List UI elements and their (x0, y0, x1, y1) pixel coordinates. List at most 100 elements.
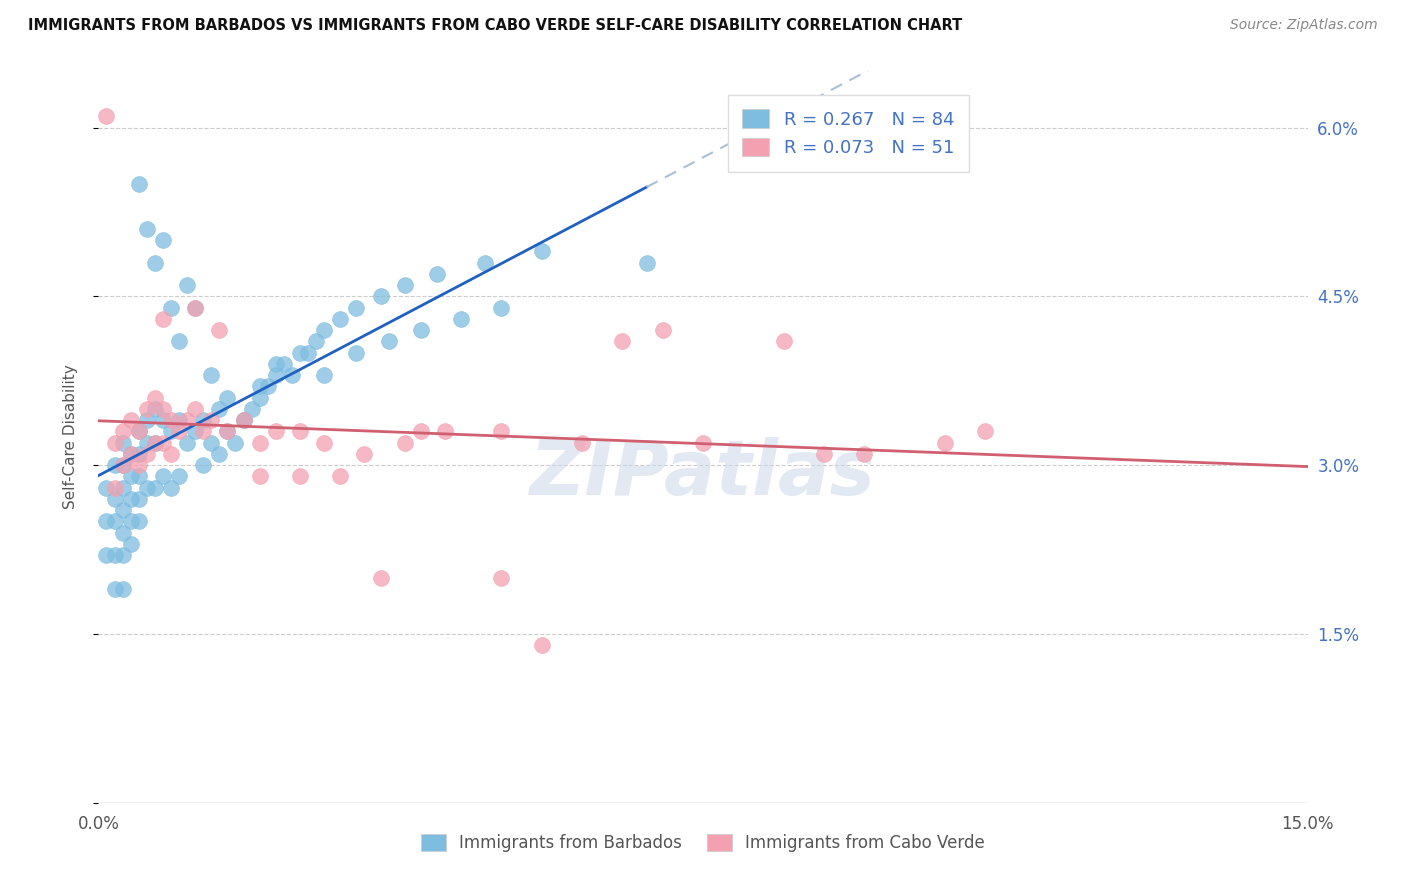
Point (353, 447, 375, 461)
Point (152, 469, 174, 483)
Point (232, 413, 254, 427)
Point (224, 435, 246, 450)
Point (143, 435, 166, 450)
Point (329, 469, 352, 483)
Point (370, 289, 392, 303)
Point (217, 425, 239, 439)
Point (217, 391, 239, 405)
Point (232, 413, 254, 427)
Point (692, 435, 714, 450)
Point (152, 401, 174, 416)
Point (103, 458, 125, 473)
Point (128, 447, 150, 461)
Point (344, 301, 367, 315)
Point (208, 447, 231, 461)
Point (264, 425, 287, 439)
Text: Source: ZipAtlas.com: Source: ZipAtlas.com (1230, 18, 1378, 32)
Point (249, 435, 271, 450)
Point (249, 379, 271, 393)
Point (434, 425, 457, 439)
Point (256, 379, 278, 393)
Point (176, 435, 198, 450)
Point (128, 177, 150, 191)
Y-axis label: Self-Care Disability: Self-Care Disability (63, 365, 77, 509)
Point (120, 469, 142, 483)
Point (167, 413, 190, 427)
Point (651, 323, 673, 337)
Point (96, 515, 118, 529)
Point (152, 413, 174, 427)
Point (184, 401, 207, 416)
Point (167, 425, 190, 439)
Point (474, 255, 496, 269)
Point (636, 255, 658, 269)
Point (409, 323, 432, 337)
Point (314, 368, 336, 383)
Point (111, 525, 134, 540)
Point (288, 345, 311, 359)
Point (103, 548, 125, 562)
Point (288, 425, 311, 439)
Point (103, 435, 125, 450)
Text: ZIPatlas: ZIPatlas (530, 437, 876, 510)
Point (193, 425, 215, 439)
Point (143, 435, 166, 450)
Point (176, 413, 198, 427)
Point (264, 357, 287, 371)
Point (208, 401, 231, 416)
Point (128, 425, 150, 439)
Point (128, 491, 150, 506)
Point (409, 425, 432, 439)
Point (281, 368, 304, 383)
Point (120, 491, 142, 506)
Point (232, 413, 254, 427)
Point (491, 425, 513, 439)
Point (934, 435, 956, 450)
Point (273, 357, 295, 371)
Point (120, 413, 142, 427)
Point (160, 447, 183, 461)
Point (103, 582, 125, 596)
Point (305, 334, 328, 349)
Point (344, 345, 367, 359)
Point (184, 301, 207, 315)
Point (394, 278, 416, 293)
Point (135, 401, 157, 416)
Point (853, 447, 876, 461)
Point (128, 425, 150, 439)
Point (813, 447, 835, 461)
Point (167, 334, 190, 349)
Point (193, 458, 215, 473)
Point (103, 515, 125, 529)
Point (111, 582, 134, 596)
Point (160, 425, 183, 439)
Point (128, 515, 150, 529)
Point (491, 571, 513, 585)
Point (135, 413, 157, 427)
Point (143, 255, 166, 269)
Point (571, 435, 593, 450)
Point (184, 301, 207, 315)
Point (450, 312, 472, 326)
Point (377, 334, 399, 349)
Point (160, 301, 183, 315)
Point (176, 278, 198, 293)
Point (128, 458, 150, 473)
Legend: Immigrants from Barbados, Immigrants from Cabo Verde: Immigrants from Barbados, Immigrants fro… (412, 825, 994, 860)
Point (143, 391, 166, 405)
Point (120, 537, 142, 551)
Point (135, 435, 157, 450)
Point (200, 368, 222, 383)
Point (530, 244, 553, 259)
Point (160, 481, 183, 495)
Point (111, 481, 134, 495)
Point (314, 435, 336, 450)
Point (111, 458, 134, 473)
Point (217, 425, 239, 439)
Point (184, 425, 207, 439)
Point (329, 312, 352, 326)
Point (143, 481, 166, 495)
Point (111, 548, 134, 562)
Point (111, 425, 134, 439)
Point (96, 548, 118, 562)
